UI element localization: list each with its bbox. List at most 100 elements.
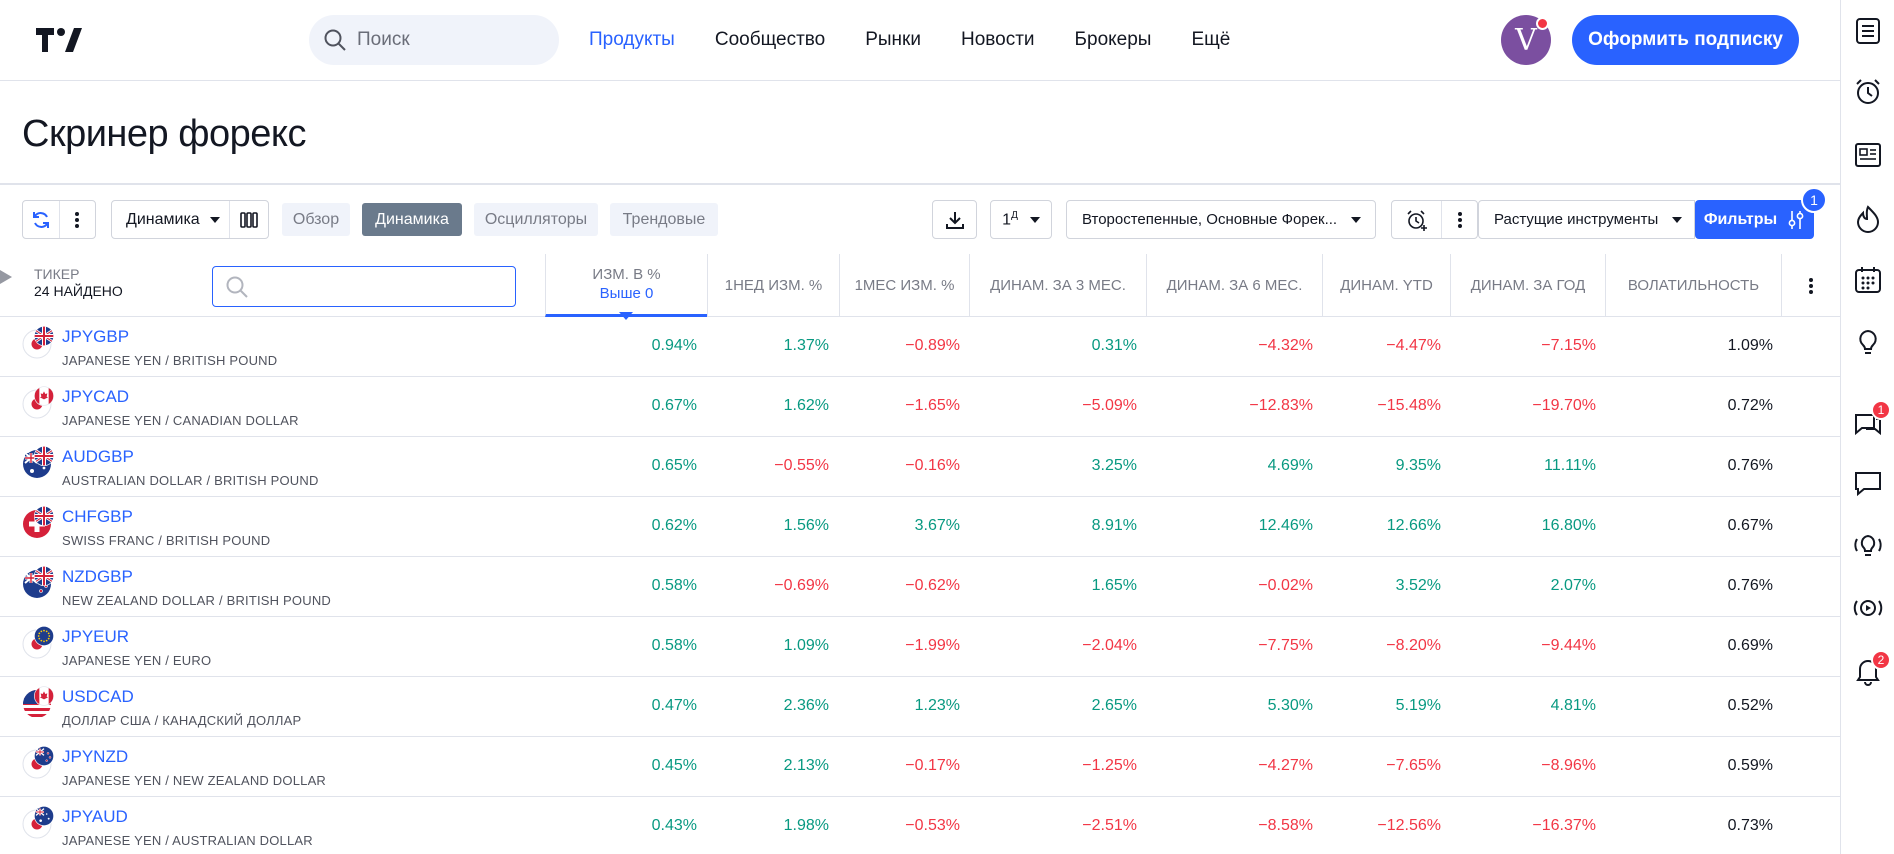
news-icon[interactable]	[1852, 139, 1884, 171]
nav-markets[interactable]: Рынки	[865, 29, 921, 50]
interval-select[interactable]: 1Д	[990, 200, 1052, 239]
nav-news[interactable]: Новости	[960, 29, 1035, 50]
ticker-symbol-link[interactable]: USDCAD	[62, 687, 134, 706]
subscribe-button[interactable]: Оформить подписку	[1572, 15, 1799, 65]
ticker-symbol-link[interactable]: CHFGBP	[62, 507, 133, 526]
refresh-button[interactable]	[23, 201, 59, 238]
chevron-down-icon	[1029, 216, 1040, 223]
col-change-pct[interactable]: Изм. в % Выше 0	[545, 254, 707, 317]
ticker-symbol-link[interactable]: NZDGBP	[62, 567, 133, 586]
table-row[interactable]: CHFGBP SWISS FRANC / BRITISH POUND 0.62% 1.…	[0, 497, 1840, 557]
ticker-symbol-link[interactable]: JPYAUD	[62, 807, 128, 826]
export-button[interactable]	[932, 200, 977, 239]
tab-overview[interactable]: Обзор	[282, 203, 350, 236]
screener-menu-button[interactable]	[59, 201, 95, 238]
watchlist-icon[interactable]	[1852, 15, 1884, 47]
table-cell: 0.52%	[1727, 697, 1773, 714]
col-ytd-perf[interactable]: Динам. YTD	[1322, 254, 1450, 317]
table-cell: −1.99%	[905, 637, 960, 654]
user-avatar[interactable]: V	[1501, 15, 1551, 65]
ticker-symbol-link[interactable]: JPYGBP	[62, 327, 130, 346]
hotlist-fire-icon[interactable]	[1852, 203, 1884, 235]
chevron-down-icon	[209, 216, 220, 223]
column-set-label: Динамика	[126, 210, 200, 228]
col-label: Изм. в %	[592, 266, 661, 283]
table-row[interactable]: JPYCAD JAPANESE YEN / CANADIAN DOLLAR 0.67…	[0, 377, 1840, 437]
ticker-column-header[interactable]: Тикер 24 найдено	[34, 266, 123, 300]
ticker-symbol-link[interactable]: AUDGBP	[62, 447, 134, 466]
table-cell: 1.65%	[1091, 577, 1137, 594]
table-cell: 0.47%	[651, 697, 697, 714]
table-cell: 0.72%	[1727, 397, 1773, 414]
columns-menu-button[interactable]	[1781, 254, 1840, 317]
table-row[interactable]: JPYEUR JAPANESE YEN / EURO 0.58% 1.09% −1.99…	[0, 617, 1840, 677]
global-search[interactable]: Поиск	[309, 15, 559, 65]
table-cell: 1.09%	[1727, 337, 1773, 354]
col-label: 1мес изм. %	[854, 277, 955, 294]
nav-products[interactable]: Продукты	[589, 29, 675, 50]
alerts-menu-button[interactable]	[1442, 201, 1477, 238]
ideas-lightbulb-icon[interactable]	[1852, 327, 1884, 359]
table-cell: 2.07%	[1550, 577, 1596, 594]
table-cell: 1.62%	[783, 397, 829, 414]
tab-oscillators[interactable]: Осцилляторы	[474, 203, 598, 236]
nav-brokers[interactable]: Брокеры	[1074, 29, 1152, 50]
table-cell: 1.98%	[783, 817, 829, 834]
sort-preset-label: Растущие инструменты	[1494, 211, 1659, 228]
table-row[interactable]: USDCAD ДОЛЛАР США / КАНАДСКИЙ ДОЛЛАР 0.47%…	[0, 677, 1840, 737]
table-cell: −1.25%	[1082, 757, 1137, 774]
currency-pair-flags-icon	[22, 626, 54, 659]
column-set-select[interactable]: Динамика	[112, 201, 229, 238]
tab-trend[interactable]: Трендовые	[610, 203, 718, 236]
table-row[interactable]: JPYGBP JAPANESE YEN / BRITISH POUND 0.94% 1…	[0, 317, 1840, 377]
table-row[interactable]: AUDGBP AUSTRALIAN DOLLAR / BRITISH POUND 0…	[0, 437, 1840, 497]
ticker-symbol-link[interactable]: JPYEUR	[62, 627, 130, 646]
col-filter-label[interactable]: Выше 0	[599, 285, 654, 302]
col-1y-perf[interactable]: Динам. за год	[1450, 254, 1605, 317]
currency-pair-flags-icon	[22, 326, 54, 359]
sort-preset-select[interactable]: Растущие инструменты	[1478, 200, 1695, 239]
ticker-description: JAPANESE YEN / AUSTRALIAN DOLLAR	[62, 833, 313, 848]
ticker-symbol-link[interactable]: JPYCAD	[62, 387, 130, 406]
col-volatility[interactable]: Волатильность	[1605, 254, 1781, 317]
search-placeholder: Поиск	[357, 29, 410, 50]
nav-community[interactable]: Сообщество	[714, 29, 826, 50]
more-vertical-icon	[75, 211, 80, 228]
pin-column-icon[interactable]	[0, 270, 12, 284]
top-header: Поиск Продукты Сообщество Рынки Новости …	[0, 0, 1840, 81]
col-label: Динам. за 6 мес.	[1166, 277, 1303, 294]
table-row[interactable]: JPYAUD JAPANESE YEN / AUSTRALIAN DOLLAR 0.…	[0, 797, 1840, 854]
filters-button[interactable]: Фильтры	[1695, 200, 1814, 239]
table-cell: −0.69%	[774, 577, 829, 594]
main-nav: Продукты Сообщество Рынки Новости Брокер…	[589, 0, 1230, 80]
market-groups-select[interactable]: Второстепенные, Основные Форек...	[1066, 200, 1376, 239]
table-cell: −0.89%	[905, 337, 960, 354]
ticker-search-input[interactable]	[212, 266, 516, 307]
title-divider	[0, 183, 1840, 185]
table-cell: −7.65%	[1386, 757, 1441, 774]
col-1m-change[interactable]: 1мес изм. %	[839, 254, 969, 317]
col-label: 1нед изм. %	[724, 277, 823, 294]
streams-icon[interactable]	[1852, 592, 1884, 624]
table-row[interactable]: JPYNZD JAPANESE YEN / NEW ZEALAND DOLLAR 0…	[0, 737, 1840, 797]
messages-icon[interactable]	[1852, 467, 1884, 499]
table-row[interactable]: NZDGBP NEW ZEALAND DOLLAR / BRITISH POUND…	[0, 557, 1840, 617]
table-cell: −8.20%	[1386, 637, 1441, 654]
calendar-icon[interactable]	[1852, 264, 1884, 296]
pine-ideas-icon[interactable]	[1852, 530, 1884, 562]
tab-performance[interactable]: Динамика	[362, 203, 462, 236]
table-cell: 0.59%	[1727, 757, 1773, 774]
notifications-badge: 2	[1871, 650, 1891, 670]
col-3m-perf[interactable]: Динам. за 3 мес.	[969, 254, 1146, 317]
tradingview-logo-icon[interactable]	[36, 28, 82, 52]
table-cell: 1.09%	[783, 637, 829, 654]
alarm-clock-icon[interactable]	[1852, 76, 1884, 108]
search-icon	[226, 276, 248, 298]
create-alert-button[interactable]	[1392, 201, 1441, 238]
col-6m-perf[interactable]: Динам. за 6 мес.	[1146, 254, 1322, 317]
nav-more[interactable]: Ещё	[1191, 29, 1231, 50]
market-groups-label: Второстепенные, Основные Форек...	[1082, 211, 1338, 228]
ticker-symbol-link[interactable]: JPYNZD	[62, 747, 129, 766]
columns-config-button[interactable]	[230, 201, 268, 238]
col-1w-change[interactable]: 1нед изм. %	[707, 254, 839, 317]
